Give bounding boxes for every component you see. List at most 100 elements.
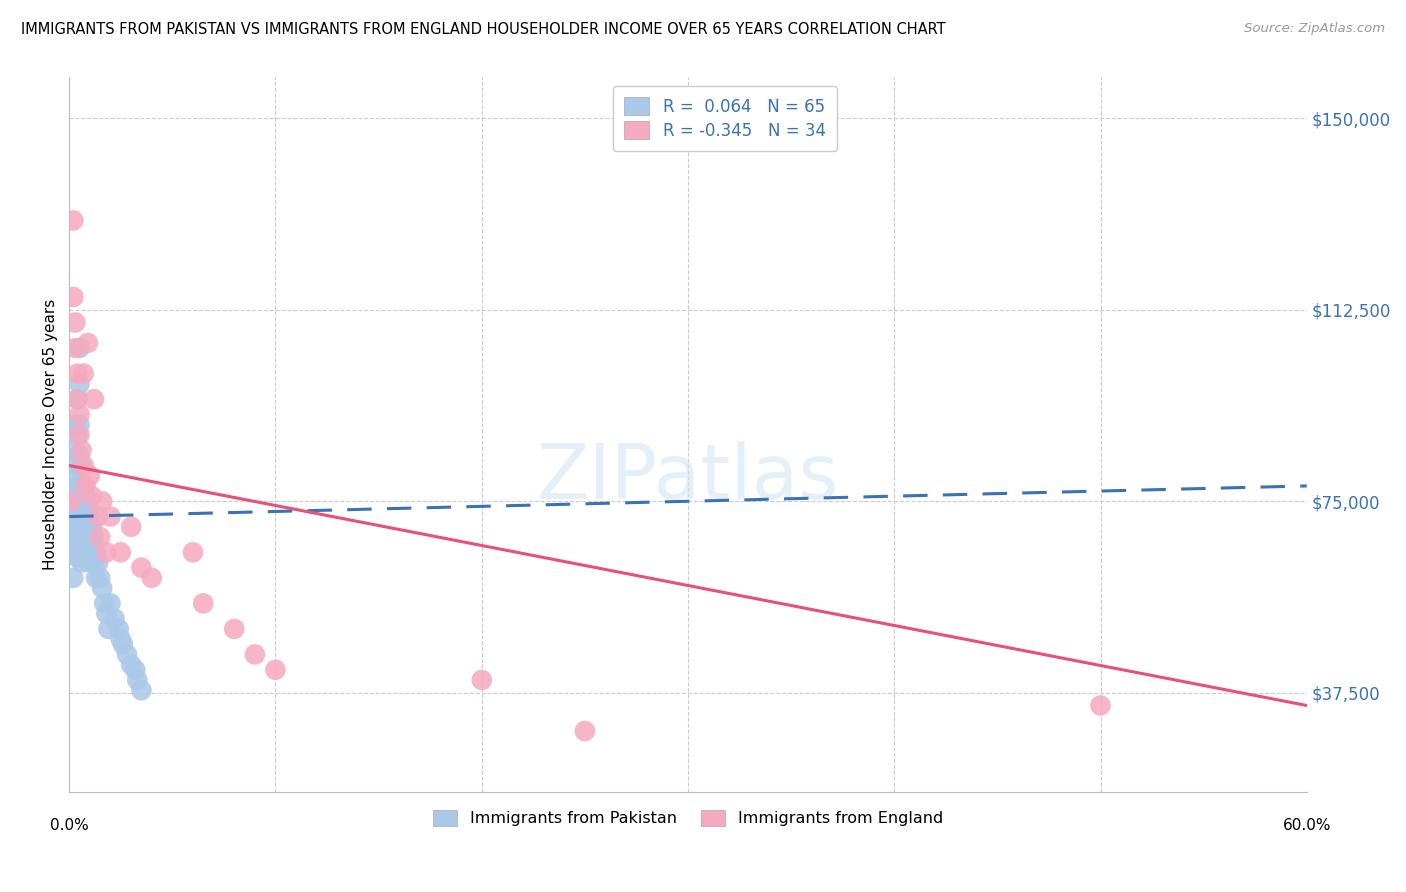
Point xyxy=(181,545,204,559)
Point xyxy=(87,509,110,524)
Point xyxy=(60,509,83,524)
Point xyxy=(70,530,93,544)
Point xyxy=(104,612,127,626)
Point xyxy=(93,596,115,610)
Point xyxy=(73,500,96,514)
Point xyxy=(69,530,91,544)
Point xyxy=(69,483,91,498)
Point xyxy=(66,550,89,565)
Point xyxy=(62,545,84,559)
Point xyxy=(84,571,107,585)
Point xyxy=(65,316,87,330)
Point xyxy=(70,458,93,473)
Text: Source: ZipAtlas.com: Source: ZipAtlas.com xyxy=(1244,22,1385,36)
Point xyxy=(76,545,98,559)
Point xyxy=(110,545,132,559)
Point xyxy=(73,545,96,559)
Point xyxy=(69,376,91,391)
Point xyxy=(65,341,87,355)
Point xyxy=(75,479,97,493)
Point xyxy=(66,520,89,534)
Point xyxy=(73,520,96,534)
Point xyxy=(70,479,93,493)
Point xyxy=(69,408,91,422)
Point xyxy=(69,448,91,462)
Point xyxy=(65,509,87,524)
Point xyxy=(80,489,103,503)
Point xyxy=(96,607,118,621)
Point xyxy=(76,335,98,350)
Point xyxy=(75,509,97,524)
Point xyxy=(73,479,96,493)
Point xyxy=(80,520,103,534)
Point xyxy=(70,504,93,518)
Text: 0.0%: 0.0% xyxy=(49,818,89,833)
Point xyxy=(83,556,105,570)
Point xyxy=(100,509,122,524)
Point xyxy=(69,428,91,442)
Point xyxy=(66,489,89,503)
Legend: Immigrants from Pakistan, Immigrants from England: Immigrants from Pakistan, Immigrants fro… xyxy=(425,802,950,834)
Point xyxy=(193,596,215,610)
Point xyxy=(100,596,122,610)
Point xyxy=(97,622,120,636)
Point xyxy=(79,556,101,570)
Point xyxy=(65,540,87,554)
Point xyxy=(62,290,84,304)
Point xyxy=(80,545,103,559)
Point xyxy=(141,571,163,585)
Point xyxy=(66,392,89,406)
Y-axis label: Householder Income Over 65 years: Householder Income Over 65 years xyxy=(44,299,58,571)
Point xyxy=(120,657,142,672)
Text: 60.0%: 60.0% xyxy=(1282,818,1331,833)
Point xyxy=(66,392,89,406)
Point xyxy=(76,520,98,534)
Point xyxy=(69,341,91,355)
Point xyxy=(111,637,134,651)
Point xyxy=(87,556,110,570)
Point xyxy=(131,683,153,698)
Point xyxy=(60,530,83,544)
Point xyxy=(107,622,129,636)
Point xyxy=(76,500,98,514)
Point xyxy=(62,520,84,534)
Point xyxy=(60,545,83,559)
Point xyxy=(120,520,142,534)
Point xyxy=(70,443,93,458)
Point xyxy=(79,509,101,524)
Point xyxy=(83,530,105,544)
Point xyxy=(75,535,97,549)
Point xyxy=(65,417,87,432)
Point xyxy=(66,428,89,442)
Point xyxy=(84,545,107,559)
Point xyxy=(83,392,105,406)
Point xyxy=(131,560,153,574)
Point xyxy=(62,494,84,508)
Point xyxy=(65,443,87,458)
Point xyxy=(91,581,114,595)
Point xyxy=(110,632,132,647)
Point xyxy=(89,530,111,544)
Point xyxy=(79,468,101,483)
Point xyxy=(96,545,118,559)
Point xyxy=(243,648,266,662)
Point xyxy=(91,494,114,508)
Point xyxy=(66,458,89,473)
Point xyxy=(1090,698,1112,713)
Point xyxy=(69,417,91,432)
Point xyxy=(73,367,96,381)
Point xyxy=(224,622,246,636)
Point xyxy=(62,468,84,483)
Text: IMMIGRANTS FROM PAKISTAN VS IMMIGRANTS FROM ENGLAND HOUSEHOLDER INCOME OVER 65 Y: IMMIGRANTS FROM PAKISTAN VS IMMIGRANTS F… xyxy=(21,22,946,37)
Point xyxy=(62,213,84,227)
Point xyxy=(60,494,83,508)
Point xyxy=(89,571,111,585)
Point xyxy=(65,479,87,493)
Point xyxy=(574,724,596,739)
Point xyxy=(471,673,494,687)
Point xyxy=(124,663,146,677)
Point xyxy=(73,458,96,473)
Point xyxy=(264,663,287,677)
Point xyxy=(75,489,97,503)
Point xyxy=(79,530,101,544)
